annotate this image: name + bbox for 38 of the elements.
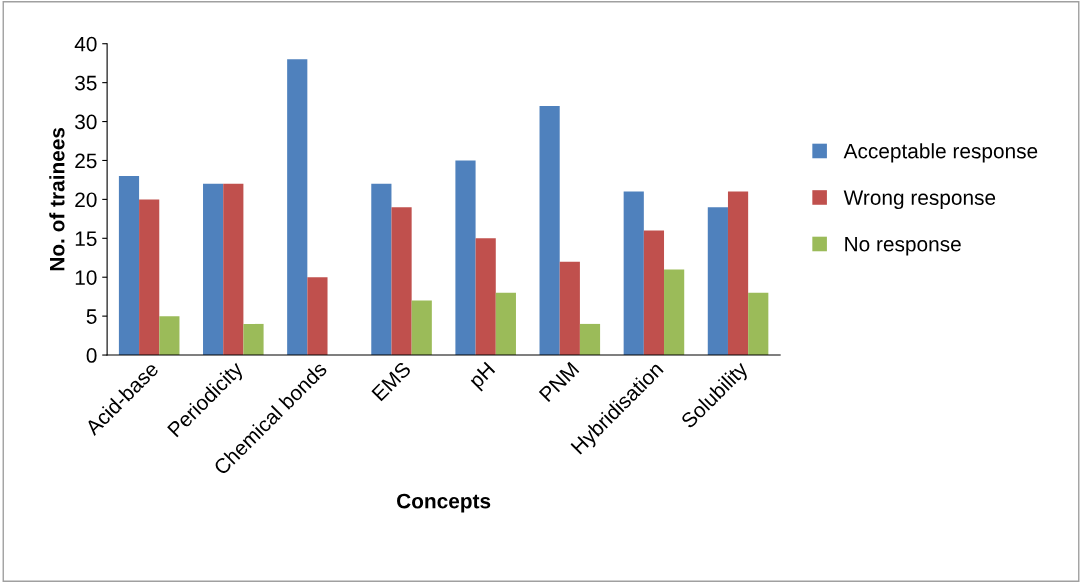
bar <box>475 238 496 356</box>
bar <box>411 300 432 356</box>
y-tick-label: 0 <box>86 348 97 363</box>
y-axis-title: No. of trainees <box>49 127 65 271</box>
bar <box>455 160 476 356</box>
bar <box>623 191 644 356</box>
bar <box>643 230 665 356</box>
bar <box>539 105 560 356</box>
y-tick-label: 40 <box>74 36 97 52</box>
y-tick-label: 20 <box>75 192 97 208</box>
bar <box>579 323 601 356</box>
bar <box>159 316 180 356</box>
bar <box>307 277 328 356</box>
bar <box>118 176 140 356</box>
bar <box>391 207 412 356</box>
x-tick-label: pH <box>468 361 499 392</box>
bar <box>223 183 244 356</box>
bar <box>371 183 392 356</box>
bar <box>727 191 749 356</box>
bar <box>748 292 769 356</box>
bar <box>664 269 685 356</box>
y-tick-label: 10 <box>75 270 97 285</box>
bar <box>495 292 516 356</box>
legend-label: Wrong response <box>843 190 996 210</box>
y-tick-label: 15 <box>75 231 97 247</box>
bar <box>287 59 308 356</box>
x-axis-title: Concepts <box>397 493 491 513</box>
bar <box>707 207 728 356</box>
bar <box>203 183 224 356</box>
legend-label: No response <box>845 236 961 256</box>
bar <box>559 261 580 356</box>
bar <box>139 199 160 356</box>
y-tick-label: 30 <box>75 114 97 130</box>
legend-label: Acceptable response <box>843 143 1038 163</box>
y-tick-label: 25 <box>75 153 97 169</box>
y-tick-label: 5 <box>86 309 97 324</box>
bar <box>243 323 264 356</box>
y-tick-label: 35 <box>75 75 97 91</box>
